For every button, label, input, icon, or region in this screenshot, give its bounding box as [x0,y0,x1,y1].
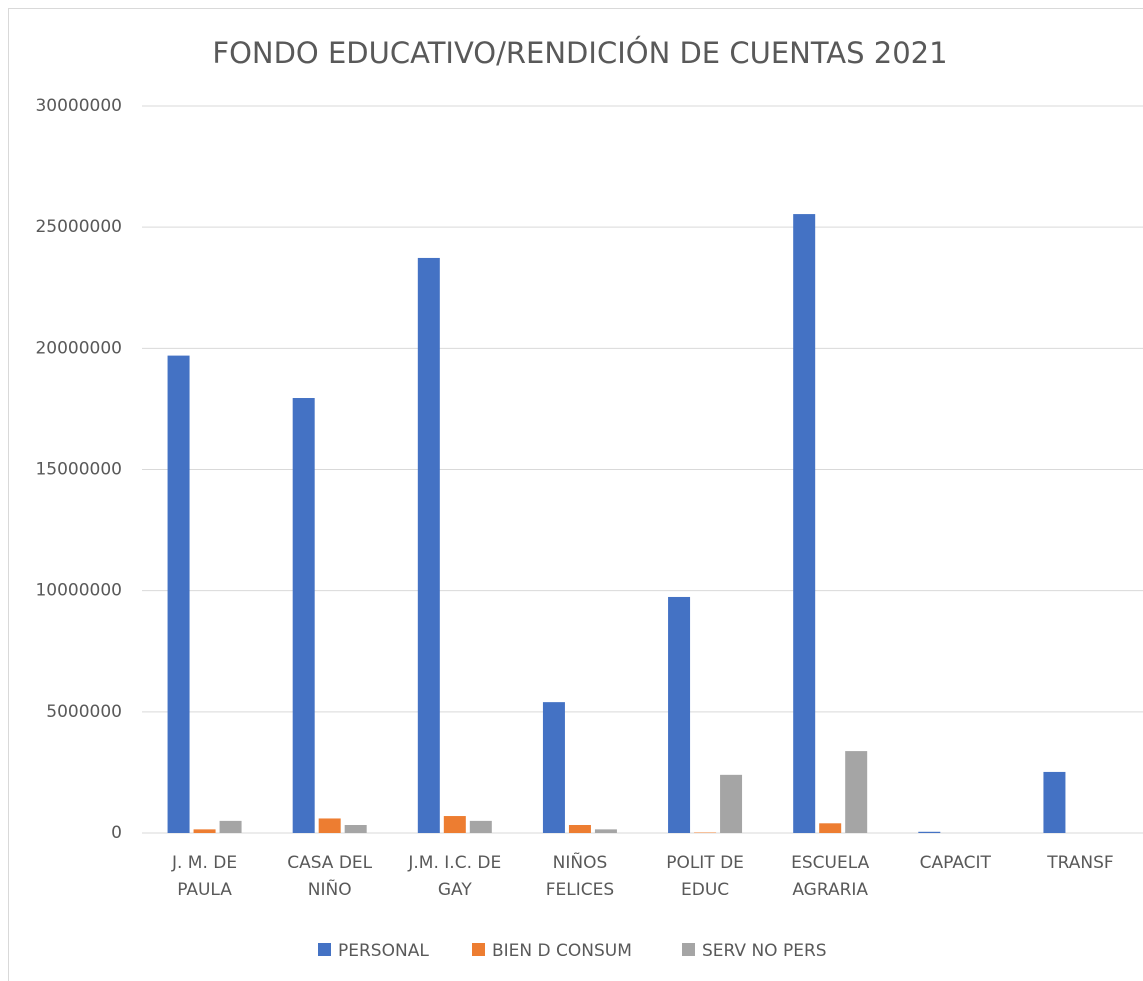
bar [219,820,242,833]
bar [720,774,743,833]
chart-frame [8,8,1143,981]
y-tick-label: 0 [111,823,122,843]
legend-swatch [472,943,485,956]
x-tick-label: CAPACIT [919,853,991,873]
y-tick-label: 5000000 [46,702,122,722]
bar [193,829,216,833]
y-tick-label: 25000000 [35,217,122,237]
bar [918,831,941,833]
x-tick-label: J. M. DE PAULA [171,853,238,900]
legend-swatch [682,943,695,956]
legend-label: BIEN D CONSUM [492,941,632,961]
legend-label: PERSONAL [338,941,429,961]
y-tick-label: 20000000 [35,338,122,358]
bar [819,823,842,833]
bar [793,214,816,833]
x-tick-label: CASA DEL NIÑO [287,853,373,900]
bar [668,596,691,833]
y-tick-label: 30000000 [35,96,122,116]
y-tick-label: 10000000 [35,581,122,601]
x-tick-label: ESCUELA AGRARIA [791,853,870,900]
x-tick-label: POLIT DE EDUC [666,853,744,900]
x-tick-label: TRANSF [1047,853,1114,873]
legend-swatch [318,943,331,956]
x-tick-label: NIÑOS FELICES [545,853,615,900]
bar [344,825,367,833]
x-tick-label: J.M. I.C. DE GAY [408,853,502,900]
chart-title: FONDO EDUCATIVO/RENDICIÓN DE CUENTAS 202… [212,36,947,70]
bar [594,829,617,833]
legend-label: SERV NO PERS [702,941,827,961]
bar [542,702,565,833]
bar [443,816,466,833]
bar [417,257,440,833]
bar [469,820,492,833]
bar [318,818,341,833]
bar [167,355,190,833]
y-tick-label: 15000000 [35,460,122,480]
bar [845,751,868,833]
bar [1043,771,1066,833]
bar [292,398,315,833]
bar [568,825,591,833]
